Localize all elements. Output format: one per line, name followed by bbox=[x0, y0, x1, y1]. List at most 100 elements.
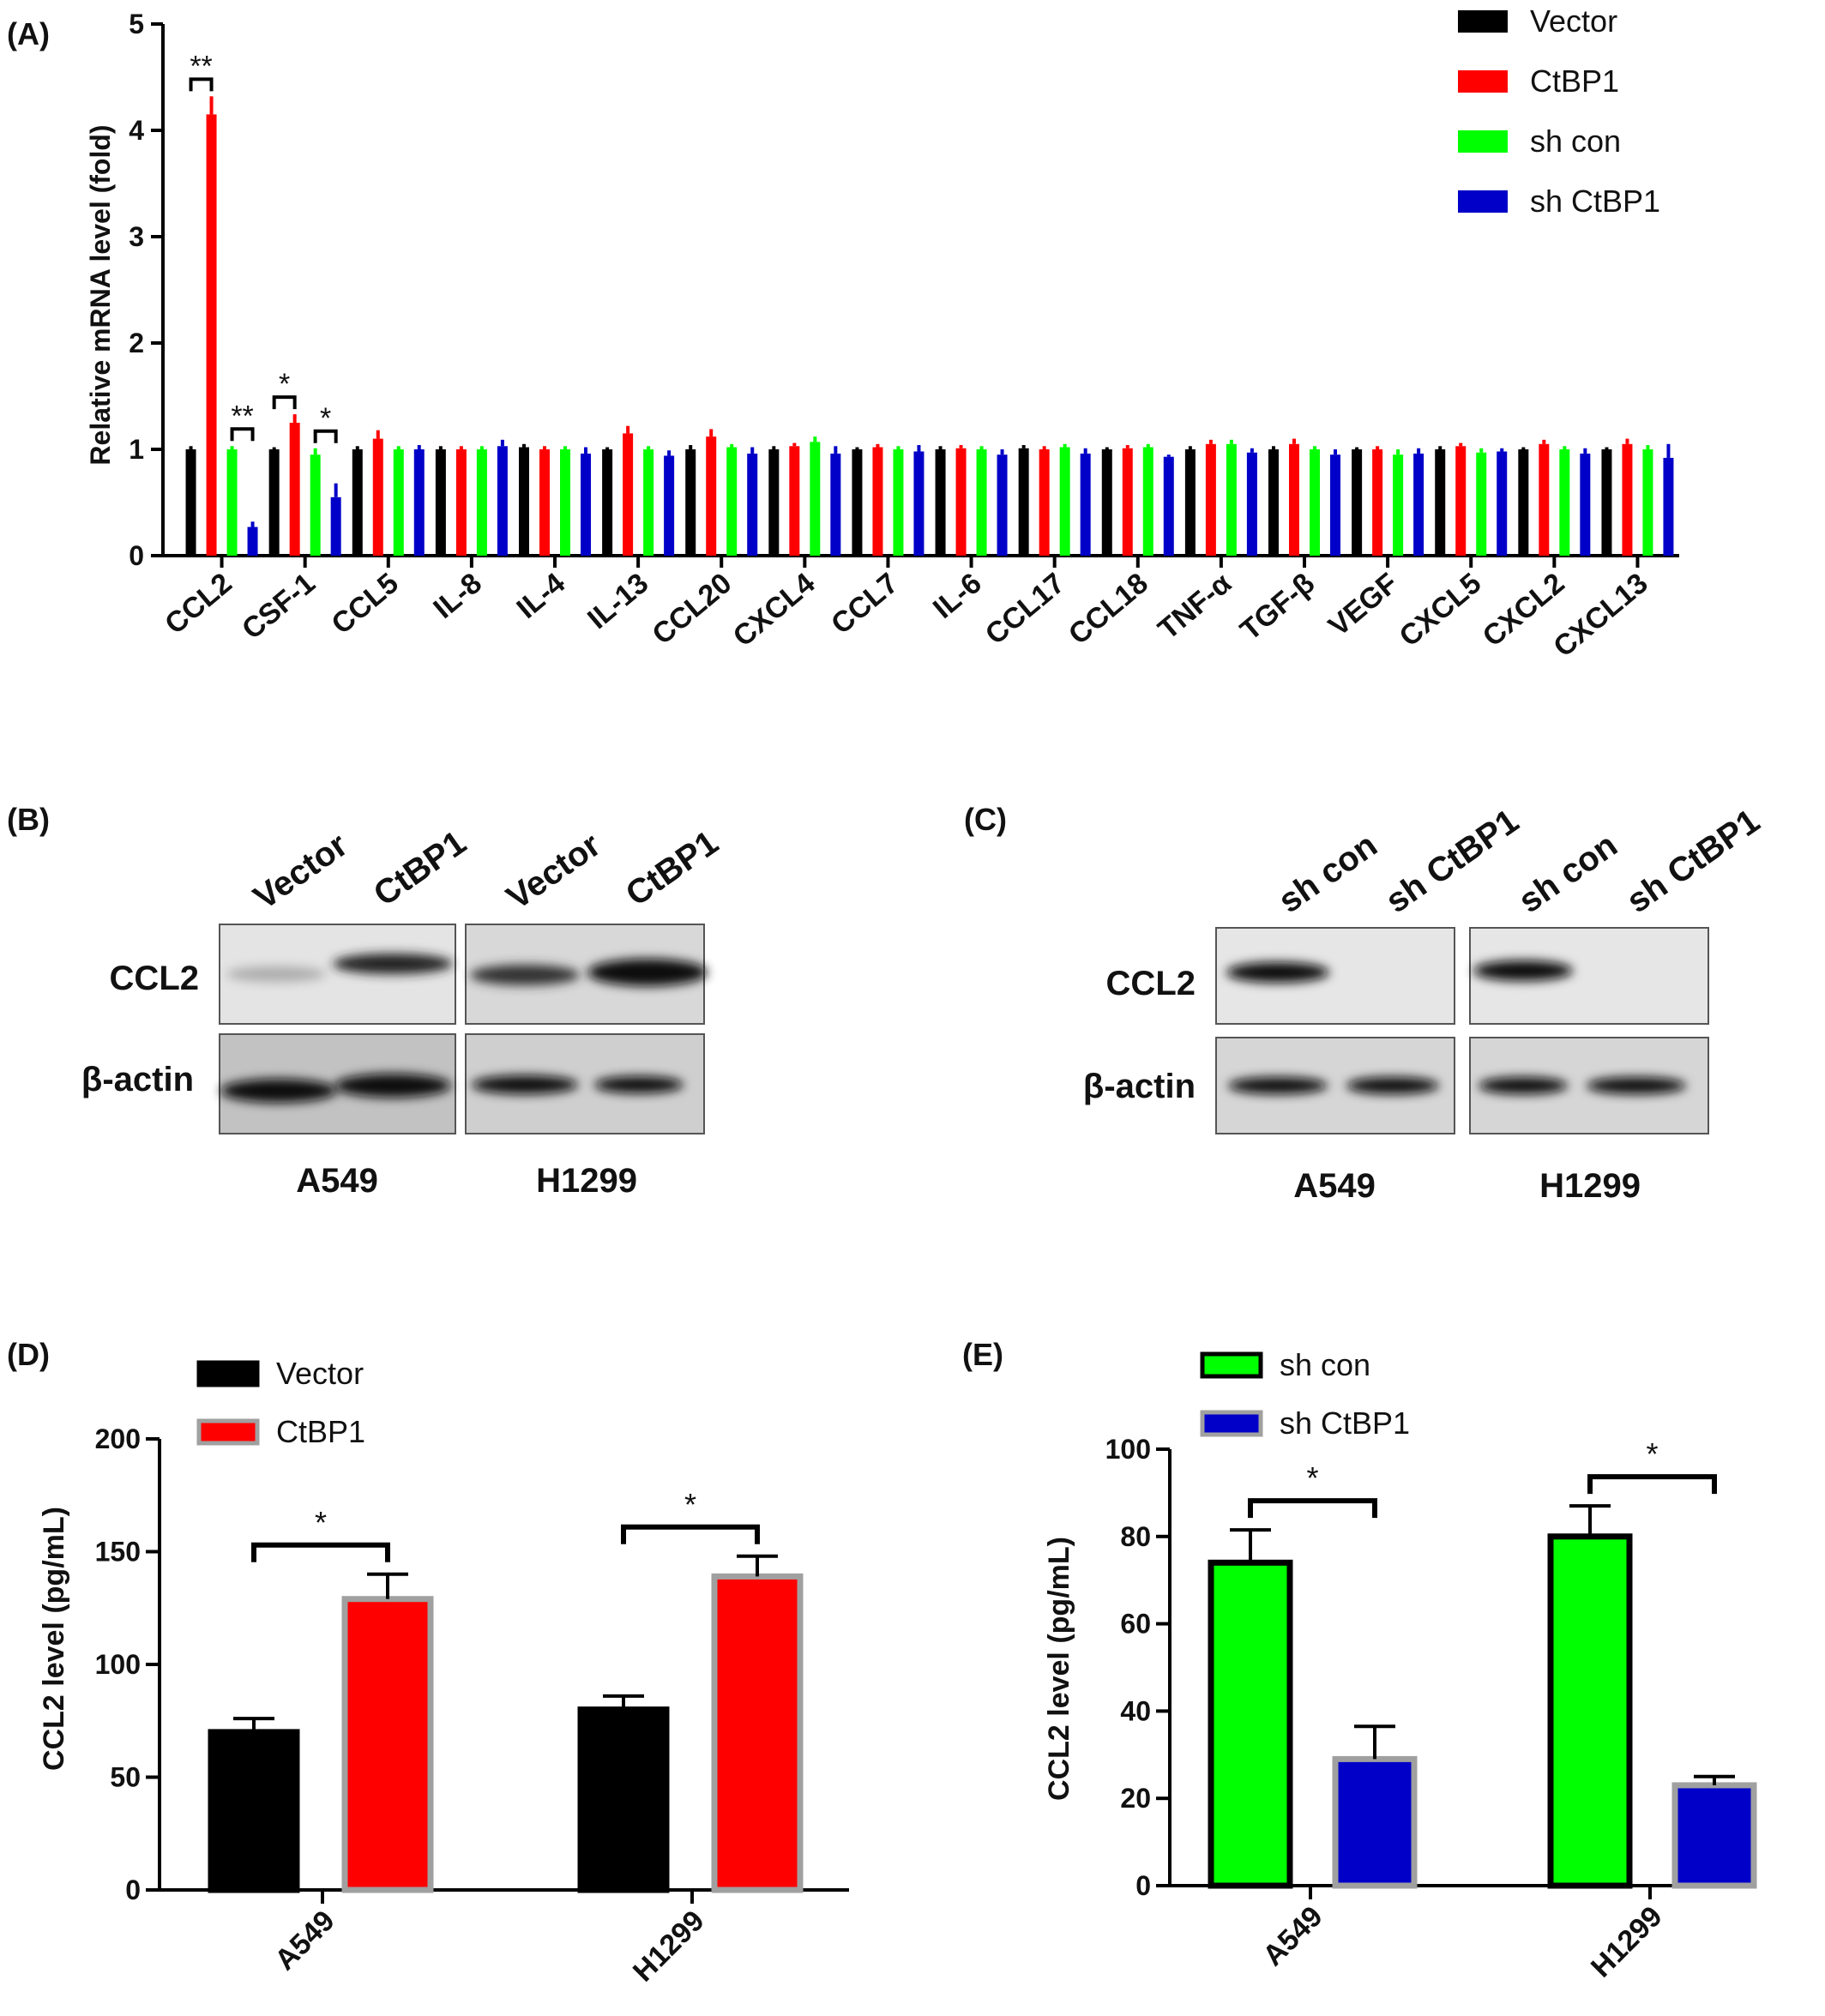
bar bbox=[226, 449, 238, 556]
significance-label: * bbox=[1646, 1436, 1658, 1471]
band bbox=[1473, 960, 1573, 981]
panel-a-legend: Vector CtBP1 sh con sh CtBP1 bbox=[1458, 3, 1660, 219]
band bbox=[226, 966, 326, 982]
panel-c-row-label-actin: β-actin bbox=[1083, 1068, 1196, 1105]
bar bbox=[1208, 1559, 1293, 1889]
bar bbox=[1018, 448, 1029, 556]
bar bbox=[581, 453, 591, 556]
significance-label: * bbox=[684, 1487, 696, 1522]
x-tick-label: CCL5 bbox=[325, 567, 404, 641]
y-tick-label: 100 bbox=[95, 1649, 141, 1680]
panel-e-legend: sh con sh CtBP1 bbox=[1200, 1347, 1410, 1441]
panel-d-letter: (D) bbox=[7, 1337, 50, 1372]
panel-c-lane-label-3: sh con bbox=[1512, 826, 1624, 920]
band bbox=[1346, 1077, 1439, 1094]
x-tick-label: A549 bbox=[268, 1905, 340, 1977]
bar bbox=[830, 453, 841, 556]
bar bbox=[913, 451, 925, 556]
bar bbox=[413, 449, 425, 556]
bar bbox=[310, 454, 321, 556]
legend-swatch bbox=[196, 1360, 260, 1387]
bar bbox=[1039, 449, 1050, 556]
bar bbox=[1226, 443, 1237, 556]
legend-swatch bbox=[1458, 190, 1508, 213]
bar bbox=[560, 449, 570, 556]
bar bbox=[577, 1706, 670, 1893]
panel-c-cell-line-h1299: H1299 bbox=[1539, 1167, 1641, 1205]
significance-label: ** bbox=[231, 400, 253, 432]
bar bbox=[1289, 443, 1299, 556]
x-tick-label: H1299 bbox=[1585, 1900, 1669, 1984]
panel-b-bands bbox=[220, 954, 708, 1103]
legend-label: sh CtBP1 bbox=[1280, 1405, 1410, 1441]
band bbox=[1479, 1077, 1568, 1094]
bar bbox=[706, 436, 717, 556]
panel-d-chart: (D) CCL2 level (pg/mL) 0 50 100 150 200 A549 H… bbox=[7, 1337, 849, 1989]
panel-a-letter: (A) bbox=[7, 16, 50, 51]
bar bbox=[1184, 449, 1196, 556]
bar bbox=[810, 442, 821, 556]
band bbox=[470, 965, 580, 985]
legend-swatch bbox=[1458, 10, 1508, 33]
bar bbox=[935, 449, 946, 556]
x-tick-label: IL-6 bbox=[927, 567, 988, 625]
bar bbox=[1332, 1755, 1418, 1889]
panel-c-letter: (C) bbox=[964, 802, 1007, 837]
y-tick-label: 80 bbox=[1120, 1521, 1151, 1552]
legend-label: CtBP1 bbox=[276, 1414, 365, 1449]
bar bbox=[185, 449, 196, 556]
legend-swatch bbox=[196, 1418, 260, 1446]
bar bbox=[497, 446, 508, 556]
bar bbox=[1393, 454, 1404, 556]
significance-label: * bbox=[1306, 1460, 1318, 1495]
bar bbox=[726, 447, 738, 556]
significance-bracket bbox=[230, 427, 255, 442]
x-tick-label: CCL7 bbox=[825, 567, 904, 641]
panel-c-lane-label-4: sh CtBP1 bbox=[1620, 802, 1767, 920]
bar bbox=[1580, 453, 1591, 556]
x-tick-label: IL-13 bbox=[581, 567, 654, 635]
bar bbox=[602, 449, 613, 556]
bar bbox=[208, 1729, 300, 1893]
band bbox=[334, 1074, 451, 1098]
bar bbox=[519, 447, 529, 556]
panel-b-lane-label-3: Vector bbox=[500, 826, 607, 917]
panel-e-ylabel: CCL2 level (pg/mL) bbox=[1043, 1537, 1075, 1801]
bar bbox=[1642, 449, 1653, 556]
panel-c-row-label-ccl2: CCL2 bbox=[1106, 965, 1196, 1002]
y-tick-label: 5 bbox=[129, 9, 144, 39]
panel-b-blot: (B) Vector CtBP1 Vector CtBP1 CCL2 β-act… bbox=[7, 802, 725, 1200]
legend-label: sh CtBP1 bbox=[1530, 184, 1660, 219]
bar bbox=[997, 454, 1008, 556]
panel-b-row-label-actin: β-actin bbox=[81, 1061, 194, 1098]
panel-e-chart: (E) CCL2 level (pg/mL) 0 20 40 60 80 100 A549 H… bbox=[962, 1337, 1757, 1984]
significance-label: ** bbox=[190, 50, 212, 82]
x-tick-label: A549 bbox=[1256, 1900, 1328, 1972]
band bbox=[333, 954, 453, 974]
panel-d-ylabel: CCL2 level (pg/mL) bbox=[38, 1507, 70, 1771]
panel-c-lane-label-2: sh CtBP1 bbox=[1379, 802, 1526, 920]
panel-a-chart: (A) Relative mRNA level (fold) 0 1 2 3 4 5 CCL… bbox=[7, 3, 1679, 664]
bar bbox=[747, 453, 758, 556]
panel-d-bars: ** bbox=[208, 1487, 804, 1893]
bar bbox=[1205, 443, 1216, 556]
panel-b-letter: (B) bbox=[7, 802, 50, 837]
significance-bracket bbox=[189, 77, 214, 92]
bar bbox=[768, 449, 780, 556]
bar bbox=[1080, 453, 1091, 556]
bar bbox=[1246, 452, 1257, 556]
bar bbox=[685, 449, 696, 556]
x-tick-label: TNF-α bbox=[1152, 567, 1238, 646]
significance-label: * bbox=[320, 402, 331, 435]
bar bbox=[393, 449, 404, 556]
x-tick-label: TGF-β bbox=[1234, 567, 1321, 647]
panel-d-legend: Vector CtBP1 bbox=[196, 1356, 365, 1449]
x-tick-label: CSF-1 bbox=[236, 567, 322, 646]
legend-swatch bbox=[1200, 1410, 1263, 1437]
y-tick-label: 60 bbox=[1120, 1609, 1151, 1640]
bar bbox=[955, 448, 967, 556]
bar bbox=[852, 449, 863, 556]
x-tick-label: IL-8 bbox=[427, 567, 488, 625]
legend-swatch bbox=[1458, 70, 1508, 93]
